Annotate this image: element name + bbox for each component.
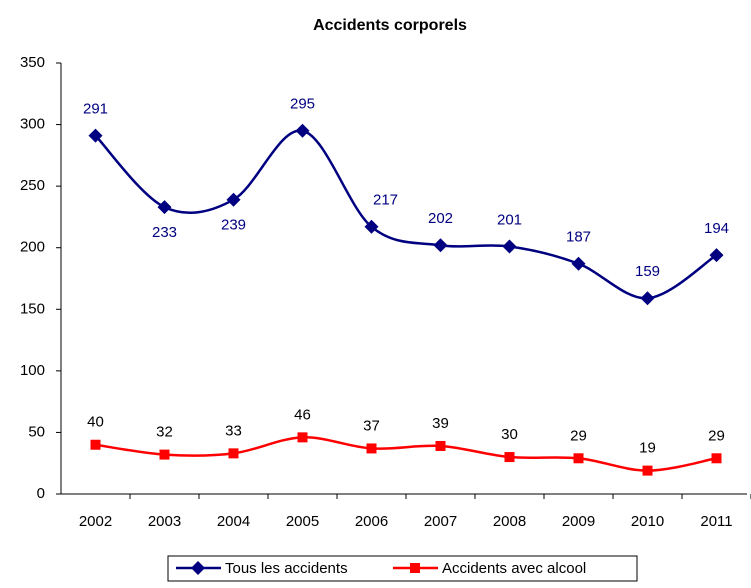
data-point xyxy=(157,200,172,215)
data-label: 29 xyxy=(570,427,587,444)
data-label: 32 xyxy=(156,424,173,441)
y-tick-label: 50 xyxy=(28,423,45,440)
data-point xyxy=(571,256,586,271)
legend-marker xyxy=(191,561,205,575)
data-label: 46 xyxy=(294,406,311,423)
x-tick-label: 2004 xyxy=(217,513,250,530)
data-point xyxy=(642,465,653,476)
x-tick-label: 2007 xyxy=(424,513,457,530)
y-tick-label: 150 xyxy=(20,300,45,317)
legend-label: Tous les accidents xyxy=(225,560,348,577)
data-point xyxy=(433,238,448,253)
x-tick-label: 2006 xyxy=(355,513,388,530)
y-tick-label: 100 xyxy=(20,362,45,379)
series-line xyxy=(95,436,717,472)
data-label: 39 xyxy=(432,415,449,432)
data-point xyxy=(504,452,515,463)
data-label: 233 xyxy=(152,224,177,241)
y-tick-label: 300 xyxy=(20,116,45,133)
data-point xyxy=(159,449,170,460)
x-tick-label: 2005 xyxy=(286,513,319,530)
data-point xyxy=(502,239,517,254)
legend-box xyxy=(167,555,638,582)
data-point xyxy=(364,219,379,234)
data-label: 295 xyxy=(290,96,315,113)
data-point xyxy=(226,192,241,207)
legend-marker xyxy=(410,563,420,573)
y-tick-label: 200 xyxy=(20,239,45,256)
x-tick-label: 2011 xyxy=(700,513,732,530)
data-point xyxy=(640,291,655,306)
data-label: 30 xyxy=(501,426,518,443)
chart-title: Accidents corporels xyxy=(313,17,467,34)
data-label: 19 xyxy=(639,440,656,457)
data-label: 187 xyxy=(566,229,591,246)
data-label: 201 xyxy=(497,211,522,228)
data-point xyxy=(228,448,239,459)
data-label: 194 xyxy=(704,220,729,237)
data-label: 291 xyxy=(83,101,108,118)
data-point xyxy=(90,439,101,450)
data-point xyxy=(435,440,446,451)
data-point xyxy=(709,248,724,263)
data-point xyxy=(295,123,310,138)
data-label: 217 xyxy=(373,192,398,209)
x-tick-label: 2009 xyxy=(562,513,595,530)
x-tick-label: 2002 xyxy=(79,513,112,530)
data-label: 37 xyxy=(363,417,380,434)
data-point xyxy=(297,432,308,443)
x-tick-label: 2003 xyxy=(148,513,181,530)
data-label: 159 xyxy=(635,263,660,280)
y-tick-label: 250 xyxy=(20,177,45,194)
y-tick-label: 350 xyxy=(20,54,45,71)
data-point xyxy=(711,453,722,464)
x-tick-label: 2008 xyxy=(493,513,526,530)
y-tick-label: 0 xyxy=(37,485,45,502)
data-label: 33 xyxy=(225,422,242,439)
data-label: 202 xyxy=(428,210,453,227)
x-tick-label: 2010 xyxy=(631,513,664,530)
data-point xyxy=(366,443,377,454)
data-label: 40 xyxy=(87,414,104,431)
data-point xyxy=(88,128,103,143)
series-line xyxy=(94,129,718,300)
data-label: 239 xyxy=(221,217,246,234)
data-point xyxy=(573,453,584,464)
legend-label: Accidents avec alcool xyxy=(442,560,586,577)
data-label: 29 xyxy=(708,427,725,444)
